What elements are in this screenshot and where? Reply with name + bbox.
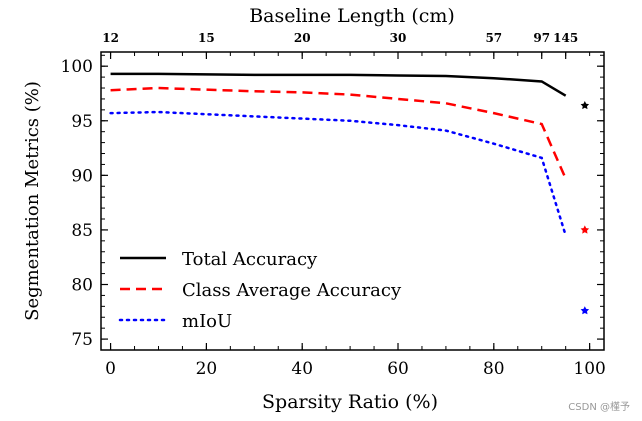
x-tick-label: 0 <box>105 359 116 379</box>
series-marker <box>580 101 590 110</box>
y-tick-label: 75 <box>71 330 93 350</box>
y-tick-label: 85 <box>71 221 93 241</box>
series-line <box>110 72 567 97</box>
legend-label: Total Accuracy <box>182 249 318 270</box>
x-tick-label: 40 <box>291 359 313 379</box>
top-tick-label: 97 <box>533 31 550 45</box>
y-tick-label: 80 <box>71 276 93 296</box>
y-tick-label: 100 <box>61 57 93 77</box>
plot-frame <box>100 51 605 351</box>
x-tick-label: 60 <box>387 359 409 379</box>
series-marker <box>580 306 590 315</box>
series-line <box>110 86 567 180</box>
top-tick-label: 30 <box>390 31 407 45</box>
top-tick-label: 15 <box>198 31 215 45</box>
top-tick-label: 145 <box>553 31 578 45</box>
x-tick-label: 20 <box>196 359 218 379</box>
series-line <box>109 110 567 237</box>
top-axis-label: Baseline Length (cm) <box>249 5 455 27</box>
top-tick-label: 57 <box>485 31 502 45</box>
x-tick-label: 100 <box>573 359 605 379</box>
legend-label: mIoU <box>182 311 232 332</box>
x-axis-label: Sparsity Ratio (%) <box>262 391 438 413</box>
top-tick-label: 20 <box>294 31 311 45</box>
x-tick-label: 80 <box>483 359 505 379</box>
y-tick-label: 95 <box>71 112 93 132</box>
legend-label: Class Average Accuracy <box>182 280 402 301</box>
series-marker <box>580 225 590 234</box>
y-axis-label: Segmentation Metrics (%) <box>22 81 43 321</box>
watermark: CSDN @槿予 <box>568 402 630 413</box>
y-tick-label: 90 <box>71 166 93 186</box>
top-tick-label: 12 <box>102 31 119 45</box>
legend: Total Accuracy Class Average Accuracy mIoU <box>118 249 402 332</box>
